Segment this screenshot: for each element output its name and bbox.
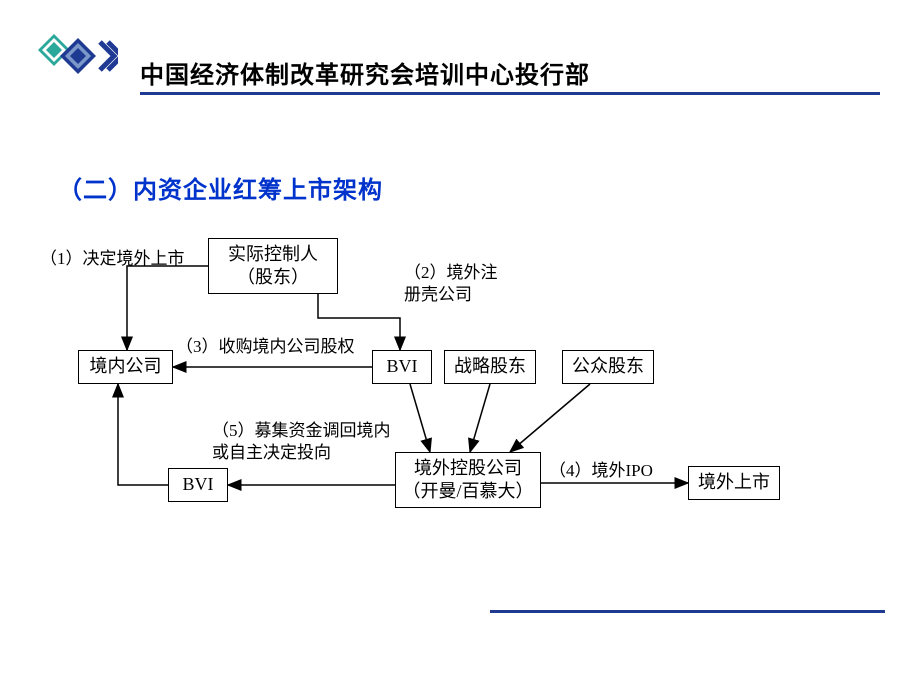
edge-label-1: （2）境外注 册壳公司	[404, 262, 498, 306]
flowchart-diagram: 实际控制人 （股东） 境内公司 BVI 战略股东公众股东 BVI 境外控股公司 （开曼/百…	[0, 0, 920, 690]
edge-4	[118, 384, 168, 485]
edge-label-0: （1）决定境外上市	[40, 248, 185, 270]
node-public: 公众股东	[562, 350, 654, 384]
node-domestic: 境内公司	[78, 350, 173, 384]
node-controller: 实际控制人 （股东）	[208, 238, 338, 294]
node-bvi2: BVI	[168, 468, 228, 502]
node-listing: 境外上市	[688, 466, 780, 500]
edge-7	[510, 384, 590, 452]
edge-label-3: （4）境外IPO	[549, 460, 653, 482]
edge-6	[470, 384, 490, 452]
node-holding: 境外控股公司 （开曼/百慕大）	[395, 452, 541, 508]
edge-label-2: （3）收购境内公司股权	[176, 336, 355, 358]
edge-label-4: （5）募集资金调回境内 或自主决定投向	[212, 420, 391, 464]
footer-rule	[490, 610, 885, 613]
node-strategic: 战略股东	[444, 350, 536, 384]
node-bvi1: BVI	[372, 350, 432, 384]
edge-5	[410, 384, 430, 452]
arrow-layer	[0, 0, 920, 690]
slide-page: 中国经济体制改革研究会培训中心投行部 （二）内资企业红筹上市架构 实际控制人 （…	[0, 0, 920, 690]
